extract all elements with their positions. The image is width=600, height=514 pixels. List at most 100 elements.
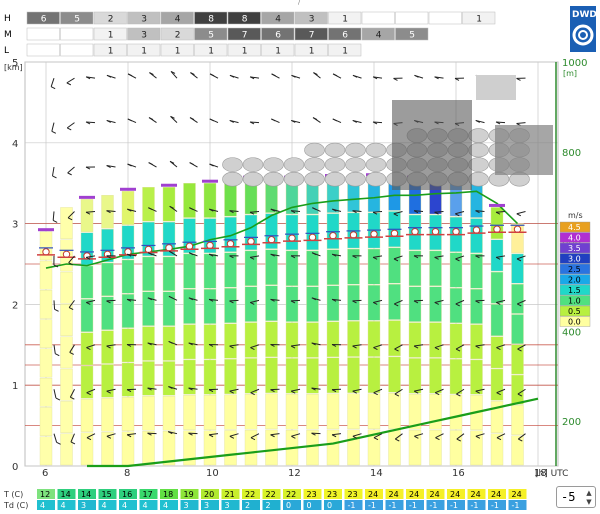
wind-barb [291,435,296,439]
wind-speed-column [183,359,196,395]
wind-barb [147,387,152,391]
wind-speed-column [429,286,442,322]
cloud-symbol-icon [365,171,387,187]
cloud-cell [93,11,127,25]
level-marker [329,232,337,240]
wind-speed-column [408,358,422,394]
wind-barb [516,210,526,215]
wind-barb [413,210,419,214]
td-row-label: Td (C) [3,501,28,510]
wind-barb [313,72,318,76]
td-value: 2 [266,501,271,510]
wind-speed-column [367,393,381,430]
wind-barb [250,347,255,351]
y-right-tick-label: 800 [562,148,581,159]
wind-barb [291,433,301,437]
wind-barb [126,344,132,347]
wind-barb [209,118,215,122]
t-value-cell [57,489,76,499]
wind-barb [50,86,56,90]
t-value: 19 [184,490,194,499]
cloud-cell [328,11,362,25]
wind-barb [352,299,362,302]
wind-speed-column [183,430,196,466]
td-value-cell [139,500,158,510]
wind-speed-column [203,289,217,324]
wind-barb [434,210,444,213]
wind-barb [455,213,460,217]
wind-barb [106,210,116,212]
cloud-row-label: L [4,46,9,56]
wind-barb [270,208,276,212]
wind-speed-column [449,252,463,288]
wind-barb [70,396,75,400]
wind-speed-column [367,357,381,393]
wind-barb [311,432,316,436]
wind-barb [188,342,193,346]
t-value: 14 [81,490,91,499]
wind-barb [250,344,260,349]
cloud-symbol-icon [242,171,264,187]
wind-speed-column [244,322,258,358]
td-value-cell [221,500,240,510]
wind-barb [456,438,462,442]
level-marker [288,234,296,242]
cloud-cell-value: 8 [208,15,214,25]
level-marker [206,241,214,250]
wind-barb [373,255,383,258]
speed-legend-label: 2.0 [568,276,581,285]
wind-barb [435,437,440,441]
wind-barb [66,122,75,129]
cloud-row-label: M [4,30,12,40]
wind-speed-column [388,247,401,284]
td-value: -1 [368,501,376,510]
t-value: 24 [389,490,399,499]
cloud-cell-value: 5 [208,31,214,41]
wind-speed-column [142,361,155,396]
wind-barb [168,431,173,435]
wind-barb [68,262,73,266]
wind-barb [373,299,383,303]
wind-barb [229,299,239,302]
offset-stepper[interactable]: -5 ▲ ▼ [556,486,596,508]
wind-barb [455,258,460,262]
wind-barb [86,255,96,258]
cloud-cell [294,11,328,25]
wind-barb [495,121,501,125]
td-value-cell [57,500,76,510]
t-value: 23 [348,490,358,499]
decrement-arrow-icon[interactable]: ▼ [586,498,592,506]
cloud-cell-value: 1 [309,47,315,57]
wind-barb [86,299,96,303]
wind-barb [106,299,116,302]
increment-arrow-icon[interactable]: ▲ [586,489,592,497]
cloud-cell [261,27,295,41]
wind-barb [86,302,91,305]
wind-barb [332,118,338,122]
cloud-cell [26,27,60,41]
wind-speed-column [121,362,135,397]
wind-barb [352,119,357,123]
y-tick-label: 1 [12,381,18,392]
td-value: -1 [491,501,499,510]
wind-barb [229,210,234,214]
cloud-cell [26,43,60,57]
cloud-cell [294,43,328,57]
wind-speed-column [224,288,237,323]
wind-barb [127,73,133,77]
wind-barb [270,434,275,438]
cloud-symbol-icon [304,142,325,158]
wind-barb [393,255,403,260]
cloud-cell [194,43,228,57]
wind-speed-column [80,265,94,299]
wind-speed-column [39,290,53,319]
t-value-cell [283,489,301,499]
cloud-cell [194,27,228,41]
wind-barb [516,255,526,260]
cloud-cell-value: 4 [376,31,382,41]
wind-barb [475,435,481,439]
wind-barb [229,300,234,304]
cloud-cell [93,43,127,57]
wind-barb [456,393,461,397]
